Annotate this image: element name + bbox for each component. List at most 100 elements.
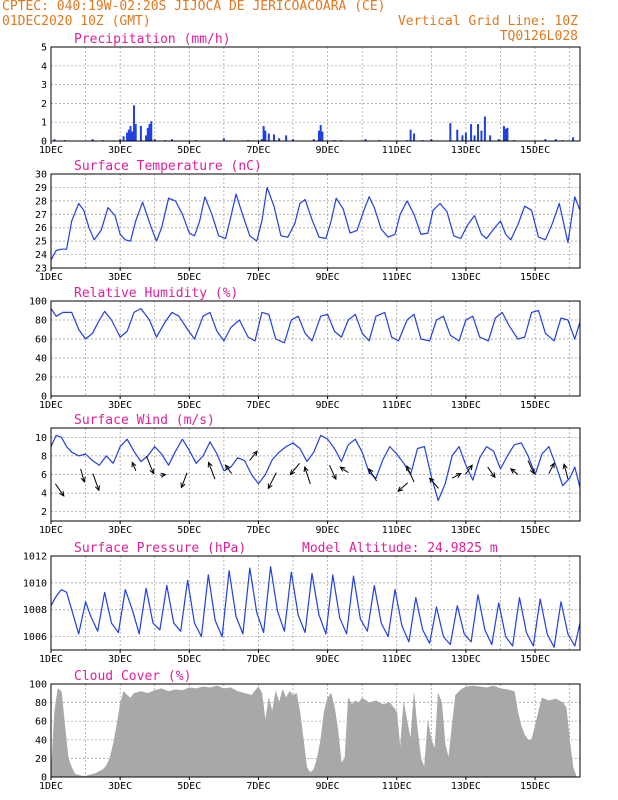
panel-frame	[50, 173, 581, 269]
x-tick-label: 9DEC	[316, 781, 340, 792]
precip-bar	[131, 131, 134, 141]
y-tick-label: 3	[41, 80, 47, 91]
x-tick-label: 11DEC	[382, 272, 412, 283]
precip-bar	[409, 129, 412, 141]
precip-bar	[267, 133, 270, 141]
wind-arrow-head	[224, 464, 231, 471]
wind-arrow-head	[397, 486, 404, 492]
wind-arrow	[464, 464, 473, 475]
x-tick-label: 1DEC	[39, 781, 63, 792]
x-tick-label: 1DEC	[39, 145, 63, 156]
precip-bar	[461, 135, 464, 141]
panel-annotation: Model Altitude: 24.9825 m	[302, 541, 498, 556]
wind-arrow	[563, 464, 569, 480]
x-tick-label: 11DEC	[382, 654, 412, 665]
precip-bar	[449, 123, 452, 141]
x-tick-label: 15DEC	[520, 400, 550, 411]
y-tick-label: 6	[41, 470, 47, 481]
y-tick-label: 1010	[23, 578, 47, 589]
precip-bar	[321, 131, 324, 141]
x-tick-label: 13DEC	[451, 781, 481, 792]
wind-arrow-head	[529, 468, 535, 475]
x-tick-label: 1DEC	[39, 654, 63, 665]
series-line-0	[50, 566, 581, 648]
precip-bar	[572, 137, 575, 141]
precip-bar	[91, 139, 94, 141]
panel-title: Surface Pressure (hPa)	[74, 541, 246, 556]
precip-bar	[502, 125, 505, 141]
x-tick-label: 15DEC	[520, 272, 550, 283]
y-tick-label: 0	[41, 392, 47, 403]
x-tick-label: 5DEC	[177, 654, 201, 665]
y-tick-label: 30	[35, 170, 47, 181]
y-tick-label: 5	[41, 43, 47, 54]
panel-frame	[50, 46, 581, 142]
wind-arrow-head	[562, 463, 568, 470]
chart-panel-0: 0 1 2 3 4 5 1DEC 3DEC 5DEC 7DEC 9DEC 11DEC 13DEC 15DE…	[39, 32, 581, 156]
wind-arrow	[527, 460, 535, 474]
x-tick-label: 3DEC	[108, 525, 132, 536]
precip-bar	[483, 116, 486, 141]
y-tick-label: 0	[41, 137, 47, 148]
x-tick-label: 1DEC	[39, 400, 63, 411]
x-tick-label: 3DEC	[108, 400, 132, 411]
precip-bar	[260, 139, 263, 141]
x-tick-label: 7DEC	[246, 145, 270, 156]
x-tick-label: 11DEC	[382, 145, 412, 156]
y-tick-label: 29	[35, 183, 47, 194]
chart-panel-4: 1006 1008 1010 1012 1DEC 3DEC 5DEC 7DEC 9DEC 11DE…	[23, 541, 581, 665]
wind-arrow-head	[406, 465, 412, 472]
precip-bar	[262, 125, 265, 141]
x-tick-label: 5DEC	[177, 781, 201, 792]
precip-bar	[222, 138, 225, 141]
precip-bar	[413, 133, 416, 141]
y-tick-label: 100	[29, 680, 47, 691]
wind-arrow-head	[267, 483, 273, 490]
wind-arrow-head	[331, 474, 337, 481]
y-tick-label: 1008	[23, 605, 47, 616]
y-tick-label: 25	[35, 237, 47, 248]
chart-panel-2: 0 20 40 60 80 100 1DEC 3DEC 5DEC 7DEC 9DEC 11DEC 13D…	[29, 286, 581, 411]
chart-panel-3: 2 4 6 8 10 1DEC 3DEC 5DEC 7DEC 9DEC 11DEC 13DEC 15DE…	[35, 413, 581, 536]
precip-bar	[119, 139, 122, 141]
wind-arrow	[548, 463, 555, 474]
precip-bar	[430, 139, 433, 141]
wind-arrow-head	[80, 476, 86, 483]
wind-arrow-head	[549, 462, 555, 469]
wind-arrow-head	[160, 472, 167, 478]
wind-arrow	[225, 464, 232, 474]
chart-panel-1: 23 24 25 26 27 28 29 30 1DEC 3DEC 5DEC 7DEC 9DEC 11DE…	[35, 159, 581, 283]
precip-bar	[489, 135, 492, 141]
precip-bar	[544, 139, 547, 141]
y-tick-label: 26	[35, 223, 47, 234]
y-tick-label: 28	[35, 196, 47, 207]
wind-arrow	[340, 466, 349, 474]
precip-bar	[497, 139, 500, 141]
cloud-cover-area	[50, 685, 580, 778]
x-tick-label: 15DEC	[520, 145, 550, 156]
x-tick-label: 9DEC	[316, 525, 340, 536]
wind-arrow-head	[149, 468, 155, 475]
x-tick-label: 13DEC	[451, 525, 481, 536]
x-tick-label: 13DEC	[451, 272, 481, 283]
y-tick-label: 2	[41, 507, 47, 518]
precip-bar	[278, 138, 281, 141]
wind-arrow-head	[368, 467, 374, 474]
y-tick-label: 20	[35, 754, 47, 765]
precip-bar	[153, 139, 156, 141]
precip-bar	[264, 130, 267, 141]
wind-arrow	[54, 483, 65, 497]
wind-arrow	[397, 482, 409, 492]
wind-arrow-head	[303, 466, 309, 473]
wind-arrow	[406, 465, 415, 483]
wind-arrow-head	[455, 473, 462, 478]
precip-bar	[506, 127, 509, 141]
wind-arrow	[92, 473, 100, 491]
wind-arrow	[510, 468, 519, 475]
y-tick-label: 20	[35, 373, 47, 384]
y-tick-label: 60	[35, 335, 47, 346]
x-tick-label: 11DEC	[382, 400, 412, 411]
wind-arrow-head	[207, 461, 213, 468]
y-tick-label: 1006	[23, 632, 47, 643]
